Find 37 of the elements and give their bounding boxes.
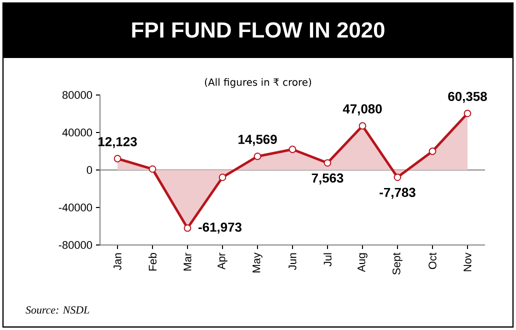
y-tick-label: 40000 bbox=[62, 128, 92, 136]
point bbox=[148, 165, 156, 173]
data-label: -7,783 bbox=[380, 188, 416, 199]
x-tick-label: Jun bbox=[288, 253, 296, 270]
point bbox=[288, 146, 296, 154]
x-tick-label: Mar bbox=[184, 252, 192, 270]
x-tick-label: May bbox=[252, 252, 262, 272]
chart-title: FPI FUND FLOW IN 2020 bbox=[132, 22, 384, 38]
point bbox=[394, 174, 402, 181]
x-tick-label: Jul bbox=[323, 253, 332, 266]
data-label: 12,123 bbox=[98, 137, 137, 148]
x-tick-label: Apr bbox=[218, 252, 228, 270]
data-label: 14,569 bbox=[238, 134, 277, 146]
y-tick-label: 0 bbox=[86, 166, 92, 174]
point bbox=[114, 154, 122, 162]
y-tick-label: -80000 bbox=[58, 241, 92, 249]
data-label: 7,563 bbox=[312, 173, 344, 184]
data-label: -61,973 bbox=[198, 222, 242, 234]
point bbox=[324, 159, 332, 167]
source-note: Source: NSDL bbox=[26, 306, 90, 314]
data-label: 47,080 bbox=[342, 104, 382, 116]
point bbox=[184, 224, 192, 232]
y-tick-label: -40000 bbox=[58, 204, 92, 212]
x-tick-label: Nov bbox=[464, 252, 472, 272]
x-tick-label: Jan bbox=[114, 253, 122, 270]
x-tick-label: Oct bbox=[428, 252, 436, 270]
data-label: 60,358 bbox=[448, 92, 487, 103]
x-tick-label: Aug bbox=[358, 253, 368, 272]
x-tick-label: Sept bbox=[392, 252, 402, 275]
x-tick-label: Feb bbox=[148, 252, 157, 270]
chart-subtitle: (All figures in ₹ crore) bbox=[204, 78, 312, 88]
y-tick-label: 80000 bbox=[62, 91, 92, 99]
point bbox=[218, 174, 226, 182]
point bbox=[254, 152, 262, 160]
point bbox=[464, 110, 472, 118]
point bbox=[428, 148, 436, 155]
point bbox=[358, 122, 366, 130]
